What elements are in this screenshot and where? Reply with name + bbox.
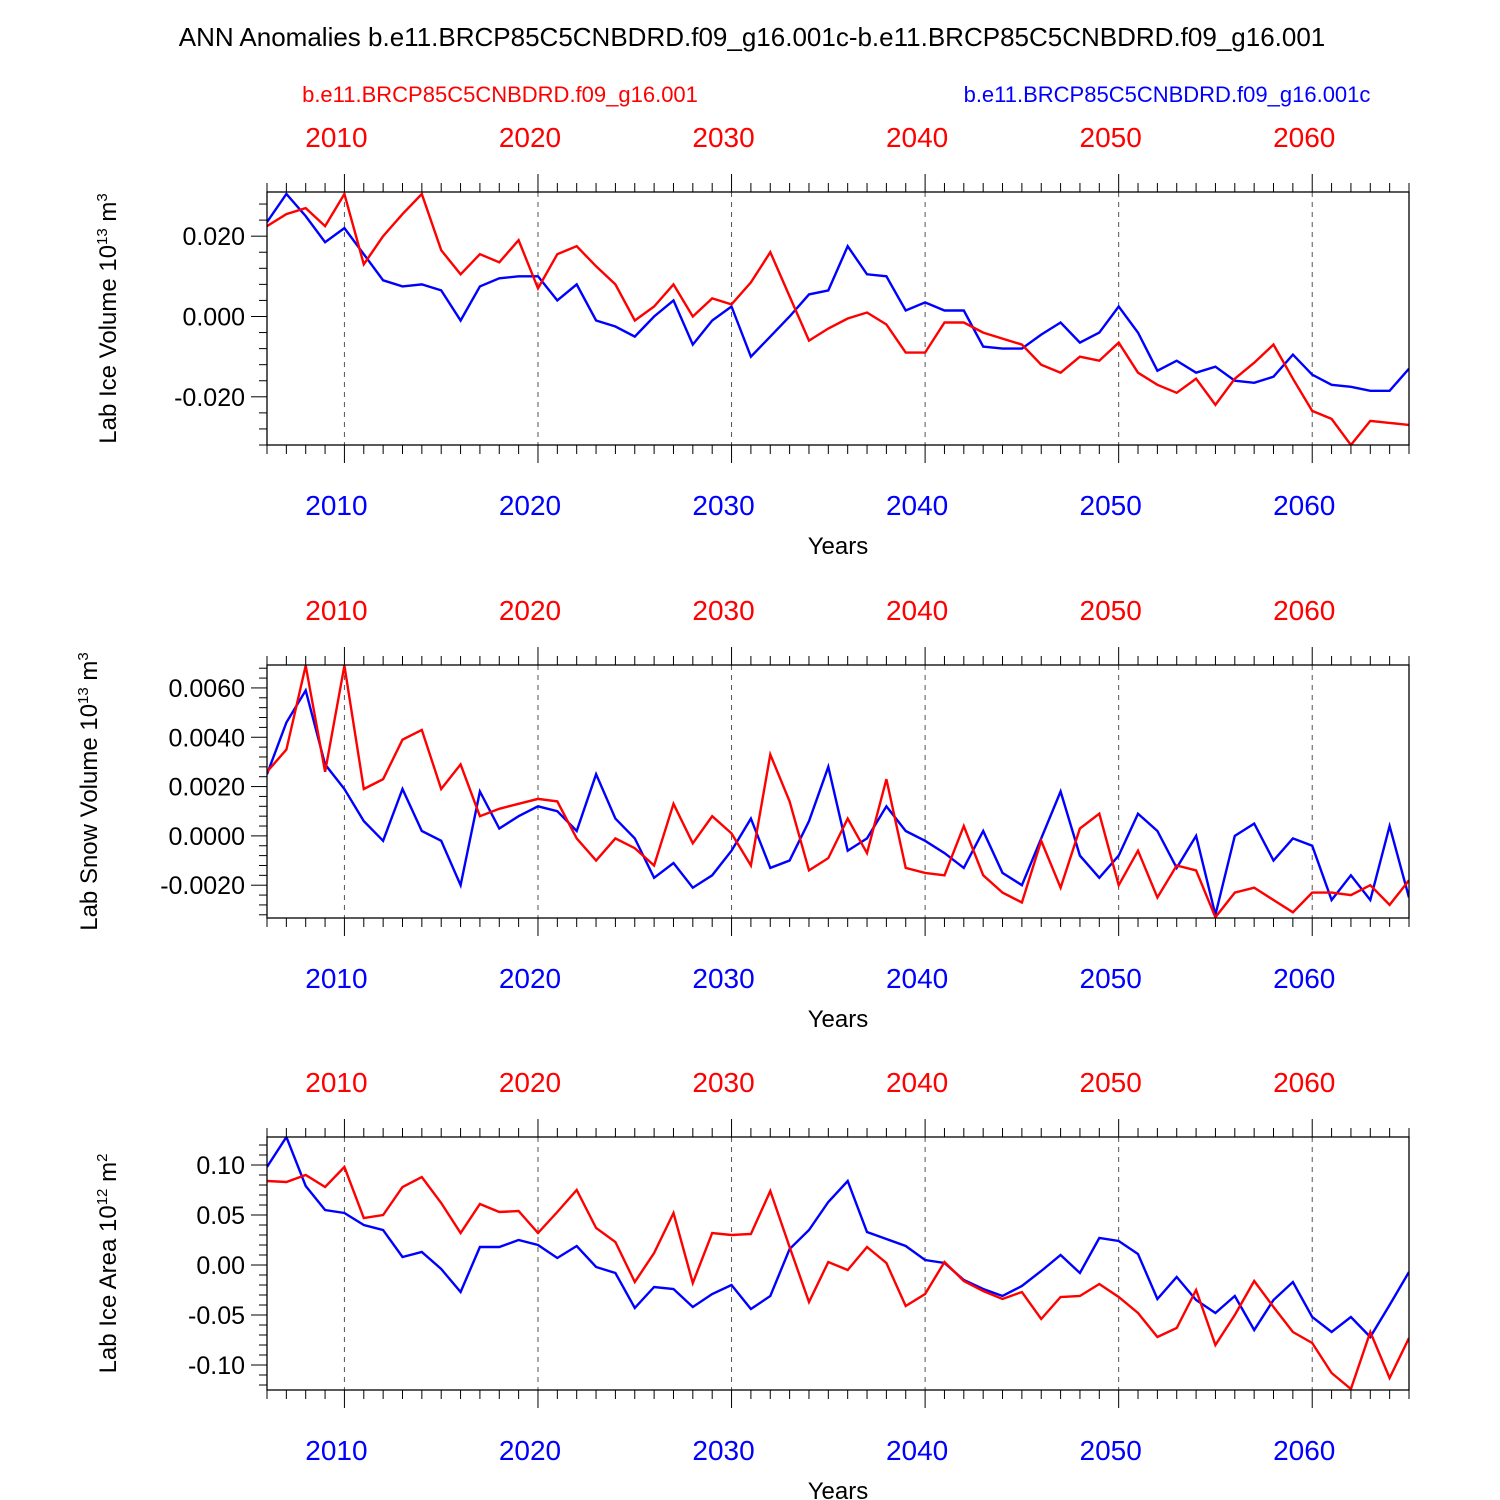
x-tick-label-bottom: 2030 <box>692 963 754 994</box>
chart-panel-1: 0.020 0.000 -0.020 2010 2010 2020 2020 2030 2030… <box>94 122 1410 560</box>
x-tick-label-bottom: 2040 <box>886 963 948 994</box>
x-tick-label-bottom: 2050 <box>1080 1435 1142 1466</box>
y-tick-label: 0.0020 <box>169 774 245 802</box>
series-line-red <box>267 665 1409 918</box>
y-tick-label: 0.00 <box>196 1252 245 1280</box>
chart-panel-2: 0.0060 0.0040 0.0020 0.0000 -0.0020 2010 2010 2… <box>75 595 1410 1033</box>
series-line-blue <box>267 1137 1409 1339</box>
legend-blue-label: b.e11.BRCP85C5CNBDRD.f09_g16.001c <box>964 82 1371 107</box>
plot-frame <box>266 1136 1410 1391</box>
y-tick-label: 0.0060 <box>169 675 245 703</box>
x-tick-label-bottom: 2060 <box>1273 963 1335 994</box>
x-tick-label-top: 2030 <box>692 122 754 153</box>
y-tick-label: -0.05 <box>188 1302 245 1330</box>
y-tick-label: 0.020 <box>182 223 245 251</box>
x-axis-label: Years <box>808 533 869 560</box>
x-tick-label-top: 2010 <box>305 1067 367 1098</box>
x-tick-label-bottom: 2030 <box>692 490 754 521</box>
x-tick-label-top: 2040 <box>886 595 948 626</box>
x-axis-label: Years <box>808 1478 869 1500</box>
y-tick-label: 0.10 <box>196 1152 245 1180</box>
y-tick-label: -0.0020 <box>160 872 245 900</box>
chart-panel-3: 0.10 0.05 0.00 -0.05 -0.10 2010 2010 2020 2020 20… <box>94 1067 1410 1500</box>
y-tick-label: 0.0000 <box>169 823 245 851</box>
x-tick-label-bottom: 2040 <box>886 1435 948 1466</box>
x-axis-label: Years <box>808 1006 869 1033</box>
x-tick-label-bottom: 2020 <box>499 1435 561 1466</box>
x-tick-label-top: 2050 <box>1080 595 1142 626</box>
x-tick-label-bottom: 2010 <box>305 963 367 994</box>
plot-frame <box>266 191 1410 446</box>
x-tick-label-top: 2030 <box>692 1067 754 1098</box>
x-tick-label-top: 2020 <box>499 1067 561 1098</box>
y-axis-label: Lab Ice Volume 1013 m3 <box>94 193 122 444</box>
x-tick-label-bottom: 2040 <box>886 490 948 521</box>
x-tick-label-top: 2050 <box>1080 1067 1142 1098</box>
x-tick-label-top: 2020 <box>499 122 561 153</box>
x-tick-label-bottom: 2060 <box>1273 490 1335 521</box>
x-tick-label-bottom: 2050 <box>1080 490 1142 521</box>
x-tick-label-top: 2030 <box>692 595 754 626</box>
chart-title: ANN Anomalies b.e11.BRCP85C5CNBDRD.f09_g… <box>179 22 1326 52</box>
y-tick-label: 0.000 <box>182 303 245 331</box>
x-tick-label-bottom: 2060 <box>1273 1435 1335 1466</box>
series-line-blue <box>267 687 1409 916</box>
x-tick-label-top: 2050 <box>1080 122 1142 153</box>
y-axis-label: Lab Snow Volume 1013 m3 <box>75 652 103 931</box>
y-tick-label: 0.05 <box>196 1202 245 1230</box>
x-tick-label-top: 2020 <box>499 595 561 626</box>
y-axis-label: Lab Ice Area 1012 m2 <box>94 1154 122 1374</box>
plot-frame <box>266 664 1410 919</box>
x-tick-label-top: 2060 <box>1273 1067 1335 1098</box>
x-tick-label-bottom: 2010 <box>305 490 367 521</box>
x-tick-label-top: 2060 <box>1273 122 1335 153</box>
x-tick-label-top: 2010 <box>305 595 367 626</box>
y-tick-label: 0.0040 <box>169 724 245 752</box>
x-tick-label-bottom: 2020 <box>499 490 561 521</box>
x-tick-label-bottom: 2030 <box>692 1435 754 1466</box>
series-line-red <box>267 1164 1409 1390</box>
series-line-blue <box>267 192 1409 392</box>
x-tick-label-top: 2040 <box>886 1067 948 1098</box>
legend-red-label: b.e11.BRCP85C5CNBDRD.f09_g16.001 <box>302 82 698 107</box>
x-tick-label-top: 2060 <box>1273 595 1335 626</box>
x-tick-label-bottom: 2020 <box>499 963 561 994</box>
x-tick-label-top: 2040 <box>886 122 948 153</box>
panels-group: 0.020 0.000 -0.020 2010 2010 2020 2020 2030 2030… <box>75 122 1410 1500</box>
series-line-red <box>267 192 1409 445</box>
x-tick-label-top: 2010 <box>305 122 367 153</box>
x-tick-label-bottom: 2010 <box>305 1435 367 1466</box>
y-tick-label: -0.020 <box>174 384 245 412</box>
y-tick-label: -0.10 <box>188 1352 245 1380</box>
x-tick-label-bottom: 2050 <box>1080 963 1142 994</box>
